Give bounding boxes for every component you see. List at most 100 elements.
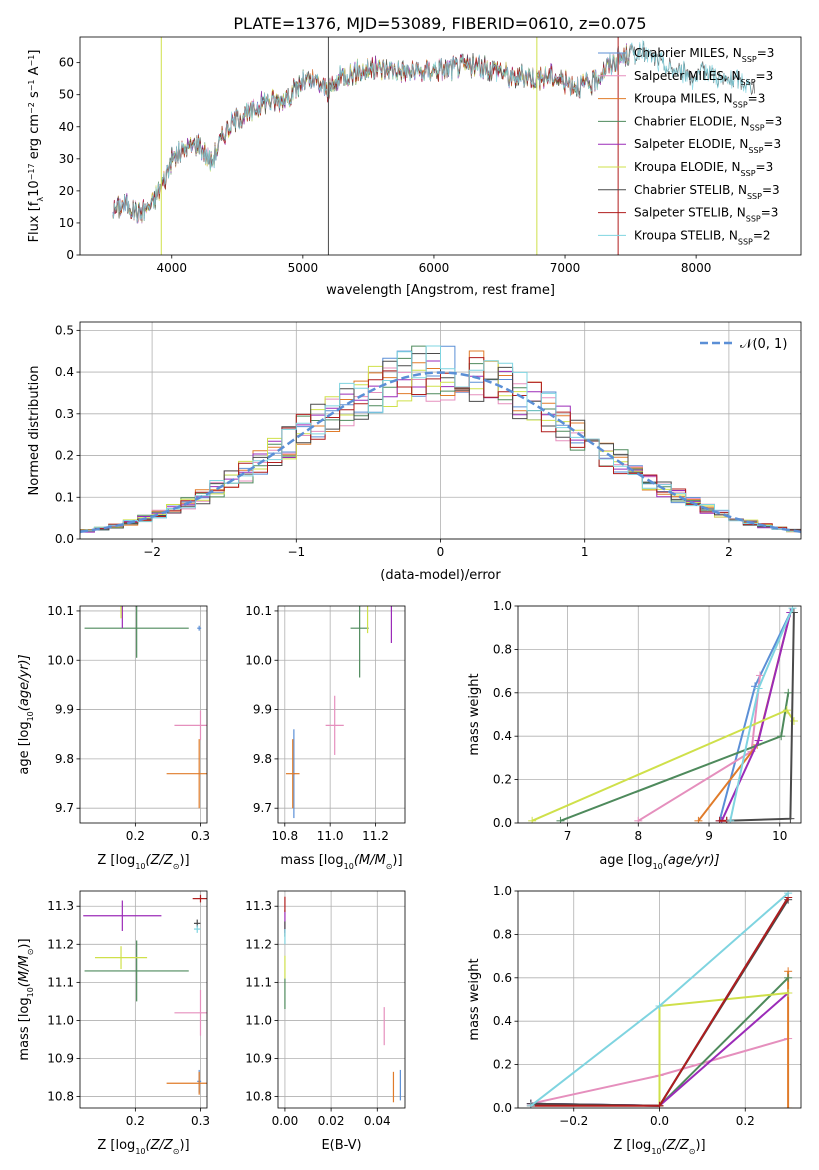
label-part: =3 (763, 137, 781, 151)
label-part: 10 (27, 180, 42, 197)
label-part: )] (179, 1138, 189, 1153)
label-part: Flux [f (27, 201, 42, 242)
x-tick-label: 0.00 (272, 1114, 299, 1128)
label-part: 10 (344, 862, 354, 871)
axes-frame (79, 605, 208, 824)
x-tick-label: 0.3 (191, 829, 210, 843)
label-part: (Z/Z (146, 1138, 174, 1153)
label-part: SSP (738, 237, 753, 246)
y-tick-label: 9.7 (253, 801, 272, 815)
plot-area (112, 37, 755, 255)
axes-age-vs-mass: 10.8 11.0 11.2 9.7 9.8 9.9 10.0 10.1 mass [log10… (245, 604, 406, 871)
x-tick-label: 0.3 (191, 1114, 210, 1128)
axes-spectrum: 4000 5000 6000 7000 8000 0 10 20 30 40 50 60 wavelen… (27, 36, 802, 298)
label-part: ] (27, 50, 42, 55)
label-part: =3 (756, 69, 774, 83)
y-axis-label: mass weight (467, 673, 482, 755)
label-part: (age/yr)] (17, 654, 32, 711)
legend-entry: Salpeter ELODIE, NSSP=3 (634, 137, 781, 155)
x-tick-label: 7000 (550, 261, 581, 275)
y-tick-label: 0.3 (55, 407, 74, 421)
label-part: ⊙ (173, 862, 180, 871)
x-tick-label: 0.2 (736, 1114, 755, 1128)
label-part: Salpeter STELIB, N (634, 206, 746, 220)
y-tick-label: 10 (59, 216, 74, 230)
label-part: −1 (27, 79, 36, 91)
y-tick-label: 11.3 (245, 899, 272, 913)
label-part: (age/yr)] (663, 853, 720, 868)
label-part: SSP (746, 214, 761, 223)
legend-entry: Kroupa MILES, NSSP=3 (634, 92, 765, 110)
label-part: Salpeter ELODIE, N (634, 137, 748, 151)
x-axis-label: Z [log10(Z/Z⊙)] (613, 1138, 705, 1156)
x-tick-label: 11.2 (362, 829, 389, 843)
label-part: −2 (27, 102, 36, 114)
y-tick-label: 9.8 (253, 752, 272, 766)
label-part: Z [log (97, 1138, 135, 1153)
y-tick-label: 9.8 (55, 752, 74, 766)
legend-entry: Chabrier ELODIE, NSSP=3 (634, 114, 782, 131)
label-part: (M/M (17, 955, 32, 987)
y-tick-label: 0.1 (55, 490, 74, 504)
x-tick-label: 9 (705, 829, 713, 843)
x-tick-label: −2 (143, 545, 161, 559)
y-tick-label: 0.4 (493, 729, 512, 743)
x-tick-label: 0.2 (126, 829, 145, 843)
label-part: −1 (27, 55, 36, 67)
plot-area (284, 896, 401, 1103)
label-part: Kroupa MILES, N (634, 92, 733, 106)
plot-area (84, 606, 207, 809)
y-tick-label: 10.1 (245, 604, 272, 618)
x-tick-label: −0.2 (559, 1114, 588, 1128)
y-tick-label: 0.0 (493, 816, 512, 830)
figure-title: PLATE=1376, MJD=53089, FIBERID=0610, z=0… (233, 14, 646, 33)
y-tick-label: 0.8 (493, 642, 512, 656)
label-part: =3 (765, 114, 783, 128)
label-part: 10 (135, 1147, 145, 1156)
legend-entry: Salpeter MILES, NSSP=3 (634, 69, 773, 87)
label-part: )] (392, 853, 402, 868)
y-tick-label: 10.0 (47, 653, 74, 667)
y-tick-label: 11.2 (47, 937, 74, 951)
y-axis-label: mass weight (467, 958, 482, 1040)
label-part: 10 (651, 1147, 661, 1156)
y-tick-label: 60 (59, 56, 74, 70)
legend-entry: Chabrier MILES, NSSP=3 (634, 46, 774, 64)
label-part: age [log (599, 853, 652, 868)
label-part: Chabrier MILES, N (634, 46, 742, 60)
label-part: (M/M (354, 853, 386, 868)
plot-area (80, 345, 801, 535)
y-tick-label: 0.2 (493, 773, 512, 787)
y-tick-label: 0.0 (493, 1101, 512, 1115)
axes-frame (277, 890, 406, 1109)
y-tick-label: 11.2 (245, 937, 272, 951)
x-axis-label: age [log10(age/yr)] (599, 853, 719, 871)
y-tick-label: 0.6 (493, 971, 512, 985)
legend-entry: Kroupa STELIB, NSSP=2 (634, 228, 771, 246)
y-tick-label: 10.0 (245, 653, 272, 667)
x-tick-label: 6000 (419, 261, 450, 275)
label-part: SSP (747, 191, 762, 200)
label-part: =2 (753, 228, 771, 242)
y-tick-label: 10.1 (47, 604, 74, 618)
y-tick-label: 0.0 (55, 532, 74, 546)
label-part: ⊙ (173, 1147, 180, 1156)
axes-frame (79, 890, 208, 1109)
label-part: SSP (742, 55, 757, 64)
label-part: SSP (733, 100, 748, 109)
x-tick-label: 2 (725, 545, 733, 559)
axes-frame (277, 605, 406, 824)
label-part: 10 (26, 987, 35, 997)
y-tick-label: 50 (59, 88, 74, 102)
plot-area (285, 606, 392, 819)
label-part: Kroupa ELODIE, N (634, 160, 741, 174)
y-tick-label: 11.0 (245, 1013, 272, 1027)
label-part: λ (36, 197, 45, 202)
y-tick-label: 11.1 (47, 975, 74, 989)
label-part: SSP (750, 123, 765, 132)
legend-entry: Kroupa ELODIE, NSSP=3 (634, 160, 773, 178)
x-tick-label: 10.8 (271, 829, 298, 843)
label-part: Z [log (613, 1138, 651, 1153)
legend-entry: 𝒩(0, 1) (740, 337, 787, 352)
